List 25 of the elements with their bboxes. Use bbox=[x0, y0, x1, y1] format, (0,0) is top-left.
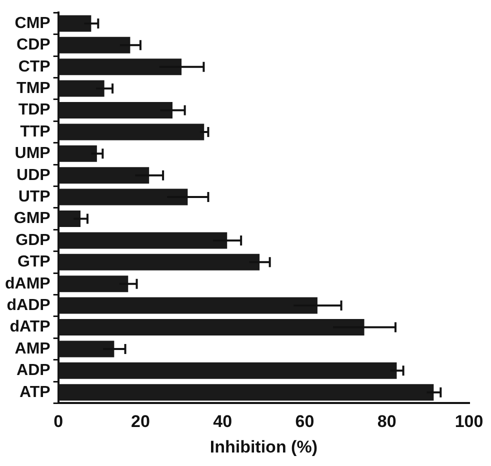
y-tick-label: TMP bbox=[16, 80, 51, 97]
y-tick-label: ATP bbox=[20, 384, 51, 401]
y-tick-label: CTP bbox=[18, 58, 51, 76]
y-tick-label: dADP bbox=[6, 296, 51, 314]
y-tick-label: ADP bbox=[16, 362, 51, 380]
y-tick-label: CDP bbox=[16, 36, 51, 54]
y-tick-label: dAMP bbox=[5, 275, 51, 292]
x-tick-label: 100 bbox=[454, 412, 484, 432]
y-tick-label: UDP bbox=[16, 166, 51, 184]
y-tick-label: TTP bbox=[20, 123, 51, 140]
y-tick-label: GTP bbox=[17, 254, 51, 271]
x-tick-label: 0 bbox=[54, 412, 64, 432]
y-tick-label: UMP bbox=[14, 145, 51, 162]
x-tick-label: 20 bbox=[131, 412, 150, 432]
y-tick-label: TDP bbox=[18, 102, 51, 119]
y-tick-label: GMP bbox=[14, 210, 51, 228]
y-tick-label: CMP bbox=[14, 14, 51, 32]
y-tick-label: AMP bbox=[14, 340, 51, 358]
x-tick-label: 60 bbox=[295, 412, 314, 432]
x-tick-label: 80 bbox=[377, 412, 396, 432]
y-tick-label: UTP bbox=[18, 188, 51, 206]
x-tick-label: 40 bbox=[213, 412, 232, 432]
y-tick-label: dATP bbox=[10, 318, 51, 336]
y-tick-label: GDP bbox=[16, 232, 51, 249]
x-axis-title: Inhibition (%) bbox=[210, 437, 318, 456]
